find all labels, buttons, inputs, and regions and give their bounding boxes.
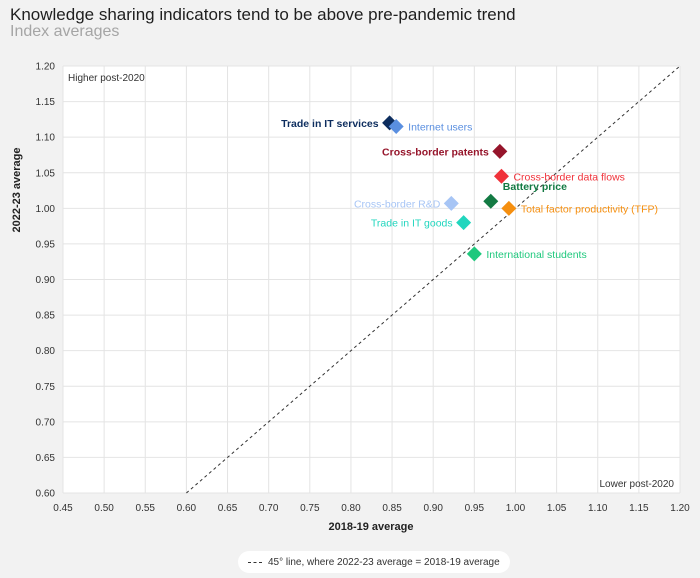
grid-lines (62, 65, 681, 494)
y-tick-label: 1.10 (36, 133, 56, 144)
x-tick-label: 1.00 (506, 503, 526, 514)
data-points: Trade in IT services Internet users Cross-… (281, 115, 658, 262)
x-tick-label: 1.10 (588, 503, 608, 514)
data-point-label: Cross-border data flows (513, 171, 624, 183)
y-tick-label: 0.75 (36, 382, 56, 393)
x-tick-label: 0.65 (218, 503, 238, 514)
data-point-label: Cross-border patents (382, 146, 489, 158)
legend-text: 45° line, where 2022-23 average = 2018-1… (268, 556, 500, 568)
x-tick-label: 1.20 (670, 503, 690, 514)
chart-subtitle: Index averages (10, 23, 120, 40)
y-tick-label: 1.20 (36, 62, 56, 73)
data-point-marker (493, 168, 509, 184)
corner-label-bottom-right: Lower post-2020 (600, 479, 675, 490)
data-point-marker (456, 215, 472, 231)
x-tick-label: 1.15 (629, 503, 649, 514)
x-tick-label: 1.05 (547, 503, 567, 514)
data-point-marker (492, 143, 508, 159)
x-axis-label: 2018-19 average (328, 521, 413, 533)
y-tick-label: 1.00 (36, 204, 56, 215)
data-point-label: Cross-border R&D (354, 198, 441, 210)
y-axis-label: 2022-23 average (11, 147, 23, 232)
x-tick-label: 0.85 (382, 503, 402, 514)
y-tick-label: 1.05 (36, 168, 56, 179)
data-point-marker (483, 193, 499, 209)
x-tick-label: 0.70 (259, 503, 279, 514)
data-point-label: Internet users (408, 121, 472, 133)
x-tick-label: 0.55 (136, 503, 156, 514)
x-tick-label: 0.75 (300, 503, 320, 514)
chart-title: Knowledge sharing indicators tend to be … (10, 5, 516, 24)
y-tick-label: 0.65 (36, 453, 56, 464)
data-point-label: Trade in IT services (281, 118, 379, 130)
legend: 45° line, where 2022-23 average = 2018-1… (238, 551, 510, 573)
y-tick-label: 0.90 (36, 275, 56, 286)
dashed-line-icon (248, 561, 262, 563)
y-tick-label: 1.15 (36, 97, 56, 108)
x-tick-label: 0.80 (341, 503, 361, 514)
x-tick-labels: 0.45 0.50 0.55 0.60 0.65 0.70 0.75 0.80 0.85 0.90… (53, 503, 690, 514)
x-tick-label: 0.90 (423, 503, 443, 514)
data-point-marker (388, 118, 404, 134)
reference-45-degree-line (186, 65, 681, 494)
y-tick-labels: 0.60 0.65 0.70 0.75 0.80 0.85 0.90 0.95 1.00 1.05… (36, 62, 56, 500)
x-tick-label: 0.60 (177, 503, 197, 514)
data-point-label: Battery price (503, 181, 567, 193)
y-tick-label: 0.85 (36, 311, 56, 322)
y-tick-label: 0.80 (36, 346, 56, 357)
y-tick-label: 0.95 (36, 239, 56, 250)
x-tick-label: 0.45 (53, 503, 73, 514)
x-tick-label: 0.95 (465, 503, 485, 514)
x-tick-label: 0.50 (94, 503, 114, 514)
data-point-marker (443, 195, 459, 211)
data-point-marker (501, 200, 517, 216)
data-point-label: Total factor productivity (TFP) (521, 203, 658, 215)
y-tick-label: 0.60 (36, 489, 56, 500)
y-tick-label: 0.70 (36, 417, 56, 428)
data-point-label: Trade in IT goods (371, 218, 453, 230)
data-point-marker (466, 246, 482, 262)
data-point-label: International students (486, 249, 586, 261)
corner-label-top-left: Higher post-2020 (68, 73, 145, 84)
